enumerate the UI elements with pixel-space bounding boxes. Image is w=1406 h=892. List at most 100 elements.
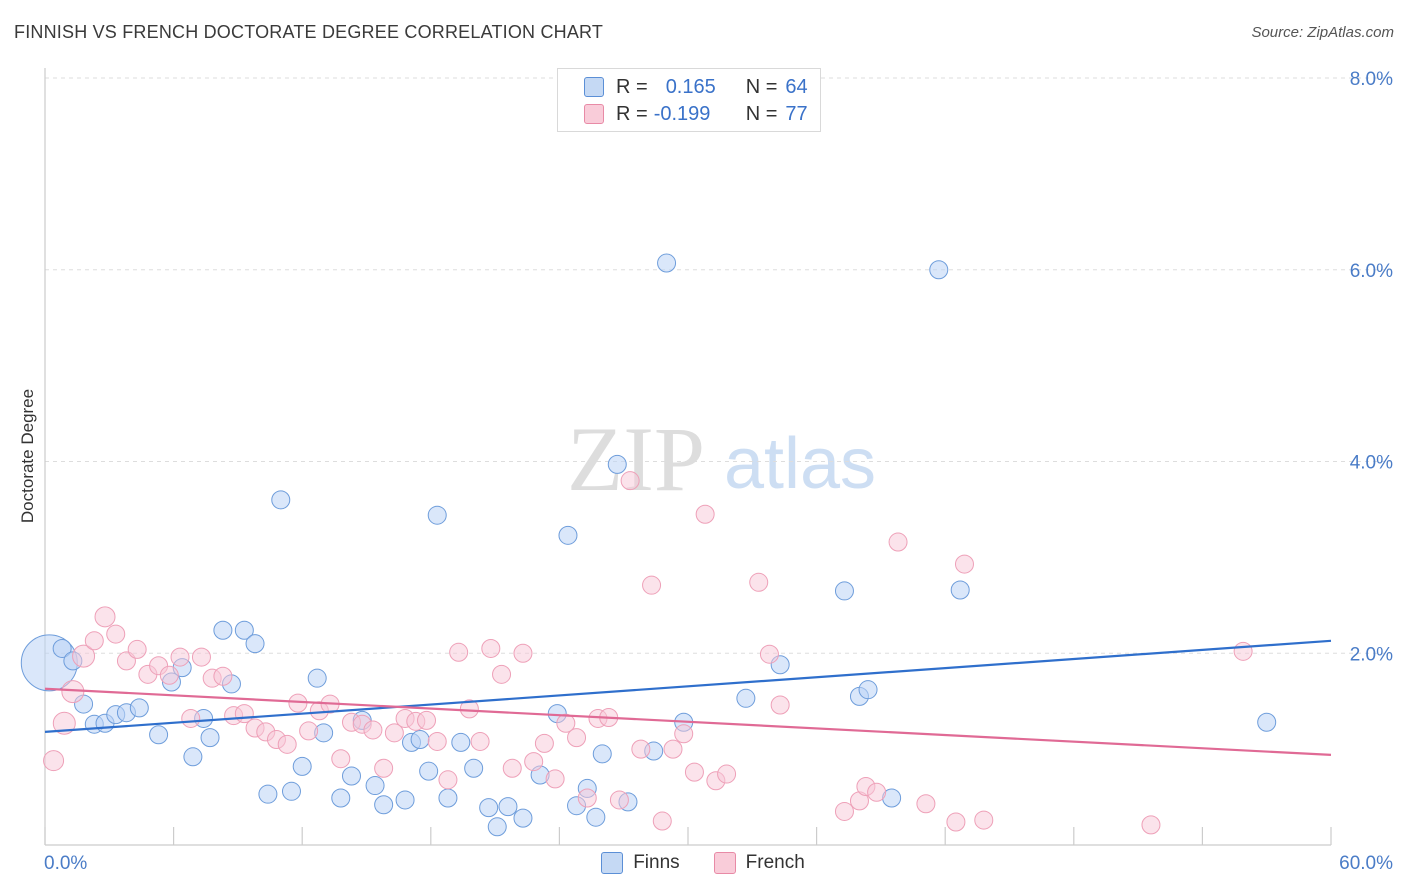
french-point — [459, 699, 479, 719]
french-point — [577, 788, 597, 808]
watermark: ZIP atlas — [567, 408, 876, 510]
french-point — [277, 734, 297, 754]
r-label: R = — [616, 102, 648, 125]
finns-point — [52, 638, 72, 658]
french-point — [916, 794, 936, 814]
trend-lines — [44, 639, 1332, 756]
n-value-finns: 64 — [785, 75, 808, 98]
french-point — [384, 723, 404, 743]
french-point — [417, 710, 437, 730]
finns-point — [736, 688, 756, 708]
finns-point — [307, 668, 327, 688]
finns-point — [950, 580, 970, 600]
stats-legend: R = 0.165 N = 64 R = -0.199 N = 77 — [557, 68, 821, 132]
chart-title: FINNISH VS FRENCH DOCTORATE DEGREE CORRE… — [14, 22, 604, 42]
finns-swatch — [584, 77, 604, 97]
french-point — [867, 782, 887, 802]
french-point — [363, 720, 383, 740]
finns-point — [657, 253, 677, 273]
french-point — [642, 575, 662, 595]
french-point — [954, 554, 974, 574]
french-point — [674, 724, 694, 744]
r-value-finns: 0.165 — [665, 75, 716, 98]
french-point — [556, 713, 576, 733]
data-points — [20, 253, 1277, 837]
finns-point — [183, 747, 203, 767]
finns-point — [410, 730, 430, 750]
watermark-atlas: atlas — [724, 424, 876, 504]
french-point — [427, 731, 447, 751]
x-tick-label: 60.0% — [1339, 853, 1393, 874]
axes — [44, 68, 1332, 846]
french-point — [888, 532, 908, 552]
finns-point — [331, 788, 351, 808]
french-point — [946, 812, 966, 832]
french-legend-swatch — [713, 852, 736, 874]
french-point — [72, 644, 96, 668]
n-label: N = — [745, 102, 778, 125]
source-label: Source: ZipAtlas.com — [1251, 24, 1394, 41]
french-point — [470, 731, 490, 751]
french-point — [609, 790, 629, 810]
legend-label-french: French — [745, 852, 805, 873]
y-tick-label: 8.0% — [1350, 69, 1393, 90]
finns-point — [200, 728, 220, 748]
tick-labels: 2.0% 4.0% 6.0% 8.0% 0.0% 60.0% — [44, 69, 1393, 874]
french-point — [492, 664, 512, 684]
french-trend-line — [44, 687, 1332, 756]
french-point — [170, 647, 190, 667]
french-point — [524, 752, 544, 772]
legend-label-finns: Finns — [633, 852, 680, 873]
watermark-zip: ZIP — [567, 408, 705, 510]
french-point — [94, 606, 116, 628]
stats-row-french: R = -0.199 N = 77 — [584, 102, 808, 126]
french-point — [974, 810, 994, 830]
finns-point — [149, 725, 169, 745]
n-value-french: 77 — [785, 102, 808, 125]
series-legend: Finns French — [0, 852, 1406, 874]
finns-point — [427, 505, 447, 525]
french-point — [663, 739, 683, 759]
finns-point — [464, 758, 484, 778]
finns-point — [498, 797, 518, 817]
french-point — [449, 642, 469, 662]
french-point — [545, 769, 565, 789]
french-point — [438, 770, 458, 790]
french-point — [770, 695, 790, 715]
r-value-french: -0.199 — [653, 102, 711, 125]
french-point — [652, 811, 672, 831]
finns-point — [245, 634, 265, 654]
french-point — [567, 728, 587, 748]
french-point — [631, 739, 651, 759]
finns-point — [479, 798, 499, 818]
french-point — [620, 471, 640, 491]
finns-point — [341, 766, 361, 786]
gridlines — [45, 77, 1391, 654]
finns-point — [607, 454, 627, 474]
french-swatch — [584, 104, 604, 124]
finns-point — [234, 620, 254, 640]
n-label: N = — [745, 75, 778, 98]
french-point — [834, 801, 854, 821]
finns-point — [513, 808, 533, 828]
french-point — [106, 624, 126, 644]
finns-point — [281, 781, 301, 801]
french-point — [191, 647, 211, 667]
finns-trend-line — [44, 639, 1332, 733]
french-point — [159, 665, 179, 685]
french-point — [749, 572, 769, 592]
finns-point — [271, 490, 291, 510]
french-point — [374, 758, 394, 778]
x-tick-label: 0.0% — [44, 853, 87, 874]
french-point — [181, 708, 201, 728]
finns-point — [438, 788, 458, 808]
french-point — [213, 666, 233, 686]
french-point — [759, 644, 779, 664]
french-point — [534, 733, 554, 753]
finns-point — [834, 581, 854, 601]
french-point — [502, 758, 522, 778]
r-label: R = — [616, 75, 648, 98]
finns-point — [374, 795, 394, 815]
y-tick-label: 4.0% — [1350, 453, 1393, 474]
